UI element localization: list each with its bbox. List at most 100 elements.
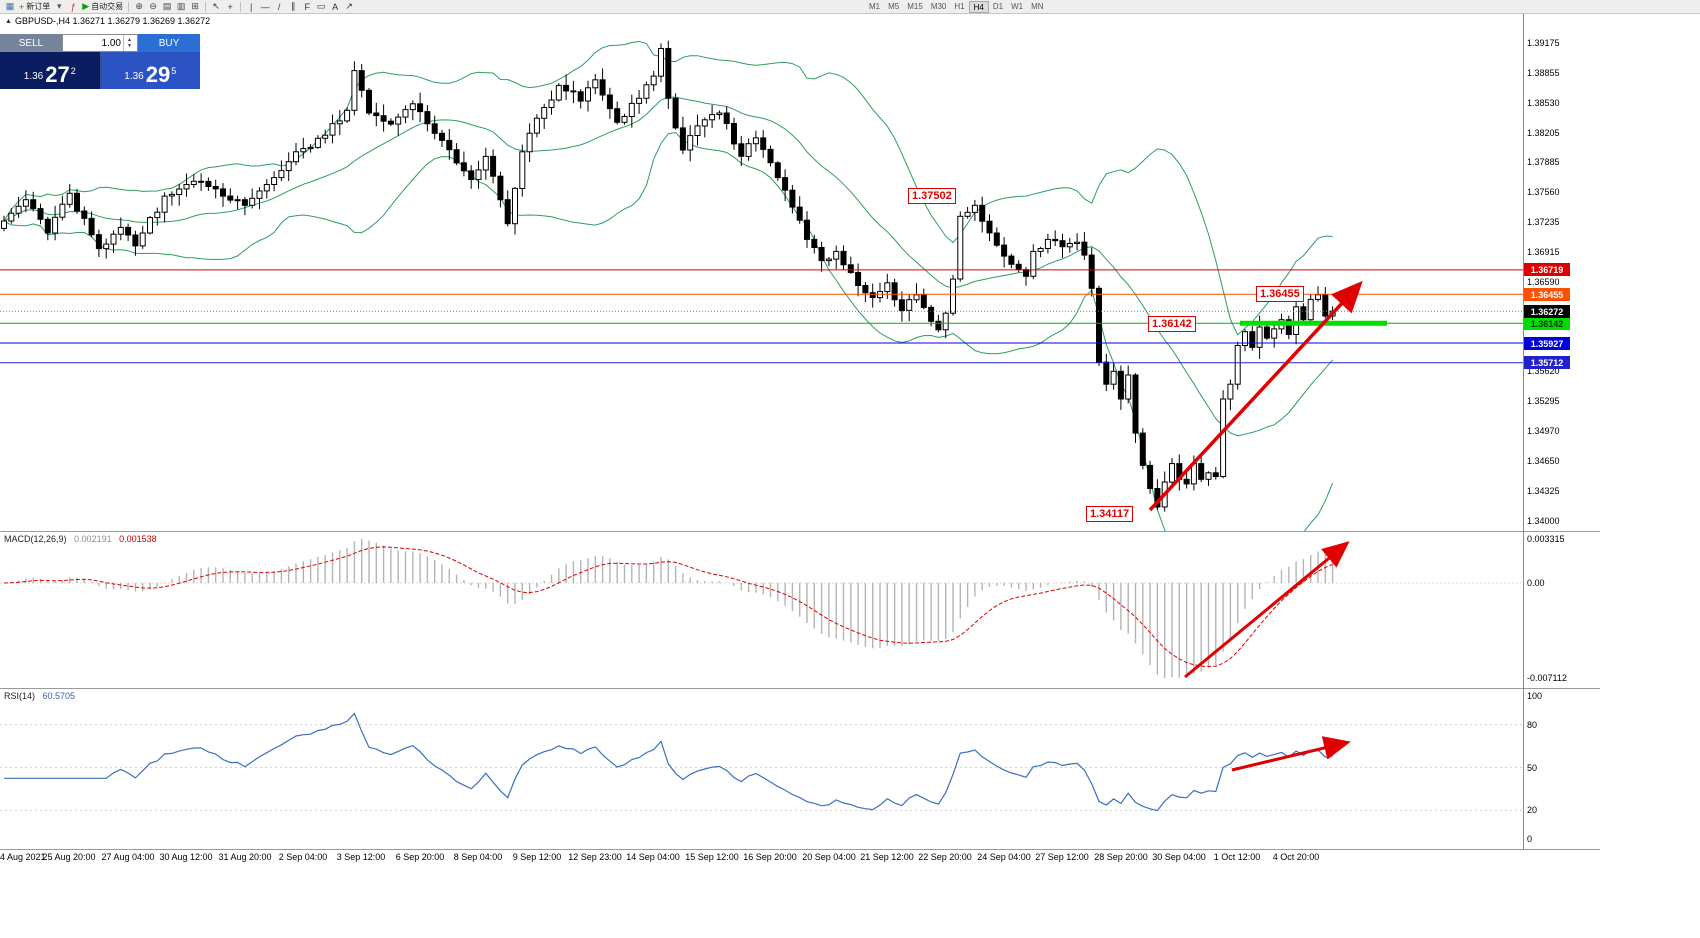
time-tick: 16 Sep 20:00 [743, 852, 797, 862]
sell-price[interactable]: 1.36 27 2 [0, 52, 101, 89]
fibonacci-icon[interactable]: F [300, 1, 314, 13]
trendline-icon[interactable]: / [272, 1, 286, 13]
time-tick: 1 Oct 12:00 [1213, 852, 1261, 862]
timeframe-d1[interactable]: D1 [992, 2, 1004, 11]
sell-button[interactable]: SELL [0, 34, 62, 52]
profiles-dropdown-icon[interactable]: ▾ [52, 1, 66, 13]
zoom-out-icon[interactable]: ⊖ [146, 1, 160, 13]
price-tick: 1.34650 [1527, 456, 1560, 466]
price-tick: 1.37235 [1527, 217, 1560, 227]
panel-separator[interactable] [0, 531, 1600, 532]
sell-price-prefix: 1.36 [23, 71, 44, 82]
arrows-icon[interactable]: ↗ [342, 1, 356, 13]
crosshair-icon[interactable]: + [223, 1, 237, 13]
new-order-button: + [19, 1, 25, 12]
time-tick: 15 Sep 12:00 [685, 852, 739, 862]
rsi-label: RSI(14) 60.5705 [4, 691, 75, 701]
main-chart-canvas[interactable] [0, 14, 1600, 532]
trend-arrow[interactable] [1148, 280, 1363, 512]
symbol-ohlc-text: GBPUSD-,H4 1.36271 1.36279 1.36269 1.362… [14, 16, 211, 26]
time-tick: 14 Sep 04:00 [626, 852, 680, 862]
autotrading-button[interactable]: ▶ 自动交易 [80, 1, 125, 13]
tile-windows-icon[interactable]: ▤ [160, 1, 174, 13]
price-tick: 1.34325 [1527, 486, 1560, 496]
toolbar: ▦ + 新订单 ▾ ƒ ▶ 自动交易 ⊕ ⊖ ▤ ▥ ⊞ ↖ + | — / ∥ F ▭ A ↗ M1 M5 M15 M30 H1… [0, 0, 1700, 14]
time-tick: 4 Oct 20:00 [1272, 852, 1320, 862]
rsi-trend-arrow[interactable] [1231, 736, 1351, 772]
shapes-icon: ▭ [316, 1, 326, 11]
time-tick: 20 Sep 04:00 [802, 852, 856, 862]
price-tick: 1.36590 [1527, 277, 1560, 287]
macd-axis-tick: -0.007112 [1527, 673, 1567, 683]
volume-input[interactable] [63, 35, 123, 51]
price-badge: 1.36455 [1524, 288, 1570, 301]
price-tick: 1.37885 [1527, 157, 1560, 167]
buy-button[interactable]: BUY [138, 34, 200, 52]
macd-signal-value: 0.001538 [119, 534, 157, 544]
vertical-line-icon[interactable]: | [244, 1, 258, 13]
price-callout[interactable]: 1.34117 [1086, 506, 1134, 522]
panel-separator[interactable] [0, 688, 1600, 689]
macd-panel-canvas[interactable] [0, 531, 1600, 688]
rsi-panel-canvas[interactable] [0, 688, 1600, 849]
time-tick: 4 Aug 2021 [0, 852, 46, 862]
volume-up-icon[interactable]: ▲ [127, 37, 132, 43]
buy-price[interactable]: 1.36 29 5 [100, 52, 200, 89]
price-callout[interactable]: 1.36142 [1148, 316, 1196, 332]
autotrading-button-label: 自动交易 [91, 2, 124, 11]
time-tick: 28 Sep 20:00 [1094, 852, 1148, 862]
timeframe-m15[interactable]: M15 [907, 2, 923, 11]
chart-window-icon[interactable]: ▦ [3, 1, 17, 13]
rsi-name: RSI(14) [4, 691, 36, 701]
new-chart-icon[interactable]: ⊞ [188, 1, 202, 13]
macd-signal-line [3, 546, 1333, 668]
price-axis-separator [1523, 14, 1524, 850]
arrows-icon: ↗ [345, 1, 353, 11]
timeframe-mn[interactable]: MN [1031, 2, 1044, 11]
new-order-button[interactable]: + 新订单 [17, 1, 52, 13]
price-tick: 1.38205 [1527, 128, 1560, 138]
text-icon[interactable]: A [328, 1, 342, 13]
cascade-windows-icon: ▥ [176, 1, 186, 11]
shapes-icon[interactable]: ▭ [314, 1, 328, 13]
channel-icon[interactable]: ∥ [286, 1, 300, 13]
time-tick: 31 Aug 20:00 [218, 852, 272, 862]
collapse-triangle-icon[interactable]: ▲ [5, 17, 12, 25]
price-callout[interactable]: 1.36455 [1256, 286, 1304, 302]
time-tick: 24 Sep 04:00 [977, 852, 1031, 862]
volume-spinner[interactable]: ▲ ▼ [123, 35, 135, 51]
rsi-axis-tick: 20 [1527, 805, 1538, 815]
timeframe-m1[interactable]: M1 [869, 2, 881, 11]
rsi-value: 60.5705 [42, 691, 76, 701]
volume-down-icon[interactable]: ▼ [127, 43, 132, 49]
horizontal-line-icon[interactable]: — [258, 1, 272, 13]
profiles-dropdown-icon: ▾ [57, 1, 62, 11]
timeframe-m30[interactable]: M30 [930, 2, 947, 11]
macd-label: MACD(12,26,9) 0.002191 0.001538 [4, 534, 157, 544]
macd-trend-arrow[interactable] [1184, 541, 1350, 679]
timeframe-w1[interactable]: W1 [1011, 2, 1024, 11]
indicators-icon: ƒ [70, 1, 76, 12]
buy-price-big: 29 [145, 62, 171, 87]
buy-price-pip: 5 [171, 66, 177, 76]
timeframe-h1[interactable]: H1 [954, 2, 965, 11]
toolbar-separator [128, 1, 130, 12]
zoom-in-icon[interactable]: ⊕ [132, 1, 146, 13]
timeframe-h4[interactable]: H4 [968, 1, 989, 13]
trade-panel-prices: 1.36 27 2 1.36 29 5 [0, 52, 200, 89]
time-tick: 2 Sep 04:00 [278, 852, 328, 862]
cursor-icon[interactable]: ↖ [209, 1, 223, 13]
toolbar-separator [240, 1, 242, 12]
indicators-icon[interactable]: ƒ [66, 1, 80, 13]
macd-name: MACD(12,26,9) [4, 534, 67, 544]
new-chart-icon: ⊞ [191, 1, 199, 11]
crosshair-icon: + [227, 1, 233, 12]
cascade-windows-icon[interactable]: ▥ [174, 1, 188, 13]
sell-price-big: 27 [45, 62, 70, 87]
macd-axis-tick: 0.003315 [1527, 534, 1565, 544]
price-callout[interactable]: 1.37502 [908, 188, 956, 204]
timeframe-m5[interactable]: M5 [888, 2, 900, 11]
macd-axis-tick: 0.00 [1527, 578, 1545, 588]
sell-price-pip: 2 [70, 66, 76, 76]
autotrading-button: ▶ [82, 1, 90, 11]
